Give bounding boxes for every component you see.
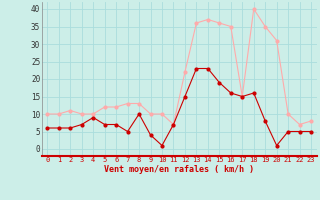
X-axis label: Vent moyen/en rafales ( km/h ): Vent moyen/en rafales ( km/h ) <box>104 165 254 174</box>
